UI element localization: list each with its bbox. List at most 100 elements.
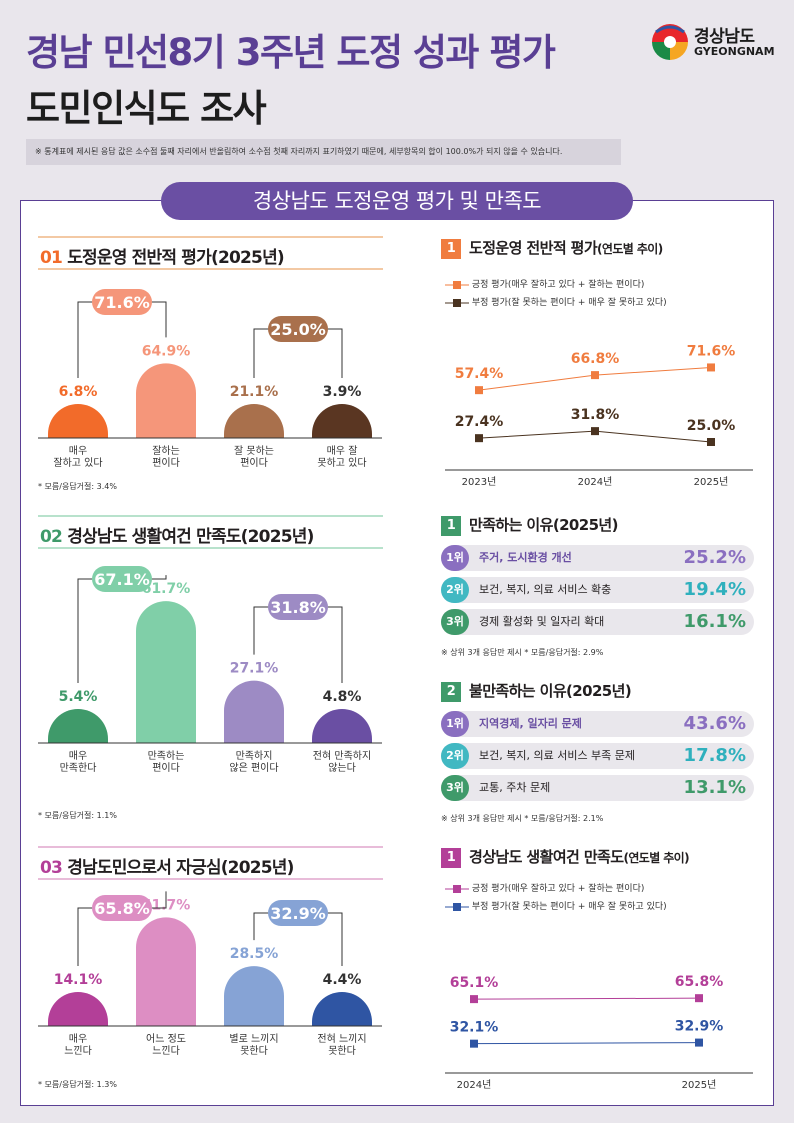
gyeongnam-logo: 경상남도 GYEONGNAM bbox=[648, 18, 778, 66]
tick-label: 않은 편이다 bbox=[229, 762, 278, 774]
tick-label: 매우 bbox=[69, 750, 87, 762]
section-03-underline bbox=[38, 878, 383, 880]
rank-row: 2위 보건, 복지, 의료 서비스 확충 19.4% bbox=[441, 577, 754, 603]
bar bbox=[136, 363, 197, 438]
data-point bbox=[695, 1038, 703, 1047]
tick-label: 전혀 만족하지 bbox=[313, 749, 371, 762]
legend-marker-icon bbox=[445, 298, 469, 307]
tick-label: 매우 bbox=[69, 1033, 87, 1045]
bar bbox=[136, 917, 197, 1026]
group-pill bbox=[92, 566, 152, 592]
rank-value: 19.4% bbox=[683, 579, 746, 600]
tick-label: 편이다 bbox=[152, 762, 180, 774]
reasons-sat-footnote: ※ 상위 3개 응답만 제시 * 모름/응답거절: 2.9% bbox=[441, 648, 604, 657]
bar bbox=[224, 966, 284, 1026]
data-label: 27.1% bbox=[230, 661, 279, 677]
rank-value: 16.1% bbox=[683, 611, 746, 632]
data-label: 65.1% bbox=[450, 975, 499, 991]
bar bbox=[48, 992, 108, 1026]
rank-value: 43.6% bbox=[683, 713, 746, 734]
trend1-title: 1 도정운영 전반적 평가(연도별 추이) bbox=[441, 237, 663, 259]
rank-value: 13.1% bbox=[683, 777, 746, 798]
tick-label: 잘하는 bbox=[152, 444, 180, 457]
tick-label: 잘 못하는 bbox=[234, 444, 274, 457]
bar bbox=[48, 404, 108, 438]
bar bbox=[312, 404, 372, 438]
reasons-dis-title: 2 불만족하는 이유(2025년) bbox=[441, 680, 632, 702]
bar bbox=[312, 709, 372, 743]
x-tick-label: 2025년 bbox=[694, 476, 729, 488]
data-point bbox=[707, 438, 715, 446]
data-label: 65.8% bbox=[675, 974, 724, 990]
data-label: 3.9% bbox=[323, 384, 362, 400]
logo-korean: 경상남도 bbox=[694, 27, 755, 47]
bar bbox=[224, 680, 284, 743]
rank-row: 1위 지역경제, 일자리 문제 43.6% bbox=[441, 711, 754, 737]
data-label: 28.5% bbox=[230, 946, 279, 962]
data-point bbox=[591, 427, 599, 436]
rank-label: 지역경제, 일자리 문제 bbox=[479, 717, 582, 730]
group-total-label: 67.1% bbox=[94, 570, 150, 589]
footnote-02: * 모름/응답거절: 1.1% bbox=[38, 811, 117, 820]
group-pill bbox=[92, 895, 152, 921]
trend2-title: 1 경상남도 생활여건 만족도(연도별 추이) bbox=[441, 846, 690, 868]
tick-label: 별로 느끼지 bbox=[229, 1033, 278, 1045]
footnote-01: * 모름/응답거절: 3.4% bbox=[38, 482, 117, 491]
tick-label: 만족한다 bbox=[60, 762, 97, 774]
data-point bbox=[475, 434, 483, 443]
x-tick-label: 2024년 bbox=[578, 476, 613, 488]
data-point bbox=[470, 995, 478, 1004]
data-label: 32.1% bbox=[450, 1020, 499, 1036]
statistics-note: ※ 통계표에 제시된 응답 값은 소수점 둘째 자리에서 반올림하여 소수점 첫… bbox=[26, 139, 621, 165]
data-point bbox=[475, 386, 483, 395]
data-label: 71.6% bbox=[687, 343, 736, 359]
rank-badge: 2위 bbox=[441, 743, 469, 769]
reasons-sat-title: 1 만족하는 이유(2025년) bbox=[441, 514, 618, 536]
rank-label: 주거, 도시환경 개선 bbox=[479, 551, 572, 564]
data-label: 32.9% bbox=[675, 1019, 724, 1035]
section-01-topline bbox=[38, 236, 383, 238]
tick-label: 못한다 bbox=[240, 1045, 268, 1057]
section-03-topline bbox=[38, 846, 383, 848]
group-total-label: 25.0% bbox=[270, 320, 326, 339]
legend-marker-icon bbox=[445, 902, 469, 911]
trend1-legend-negative: 부정 평가(잘 못하는 편이다 + 매우 잘 못하고 있다) bbox=[445, 295, 667, 308]
rank-row: 1위 주거, 도시환경 개선 25.2% bbox=[441, 545, 754, 571]
group-pill bbox=[268, 316, 328, 342]
data-label: 25.0% bbox=[687, 418, 736, 434]
rank-label: 경제 활성화 및 일자리 확대 bbox=[479, 615, 605, 628]
legend-marker-icon bbox=[445, 884, 469, 893]
tick-label: 편이다 bbox=[152, 457, 180, 469]
rank-value: 25.2% bbox=[683, 547, 746, 568]
rank-badge: 2위 bbox=[441, 577, 469, 603]
trend2-legend-negative: 부정 평가(잘 못하는 편이다 + 매우 잘 못하고 있다) bbox=[445, 899, 667, 912]
tick-label: 전혀 느끼지 bbox=[317, 1033, 366, 1045]
bar bbox=[312, 992, 372, 1026]
tick-label: 잘하고 있다 bbox=[53, 456, 102, 469]
series-line bbox=[473, 997, 700, 1000]
tick-label: 느낀다 bbox=[64, 1045, 92, 1057]
data-label: 61.7% bbox=[142, 581, 191, 597]
group-total-label: 65.8% bbox=[94, 899, 150, 918]
group-total-label: 32.9% bbox=[270, 904, 326, 923]
group-pill bbox=[92, 289, 152, 315]
rank-row: 3위 교통, 주차 문제 13.1% bbox=[441, 775, 754, 801]
x-tick-label: 2023년 bbox=[462, 476, 497, 488]
data-label: 57.4% bbox=[455, 366, 504, 382]
data-label: 31.8% bbox=[571, 407, 620, 423]
group-total-label: 71.6% bbox=[94, 293, 150, 312]
group-pill bbox=[268, 594, 328, 620]
series-line bbox=[473, 1042, 700, 1045]
section-banner: 경상남도 도정운영 평가 및 만족도 bbox=[161, 182, 633, 220]
rank-badge: 3위 bbox=[441, 775, 469, 801]
data-point bbox=[591, 371, 599, 380]
section-01-title: 01 도정운영 전반적 평가(2025년) bbox=[40, 248, 285, 268]
rank-row: 2위 보건, 복지, 의료 서비스 부족 문제 17.8% bbox=[441, 743, 754, 769]
tick-label: 못한다 bbox=[328, 1045, 356, 1057]
footnote-03: * 모름/응답거절: 1.3% bbox=[38, 1080, 117, 1089]
data-point bbox=[695, 994, 703, 1003]
section-03-title: 03 경남도민으로서 자긍심(2025년) bbox=[40, 858, 294, 878]
data-point bbox=[707, 363, 715, 372]
